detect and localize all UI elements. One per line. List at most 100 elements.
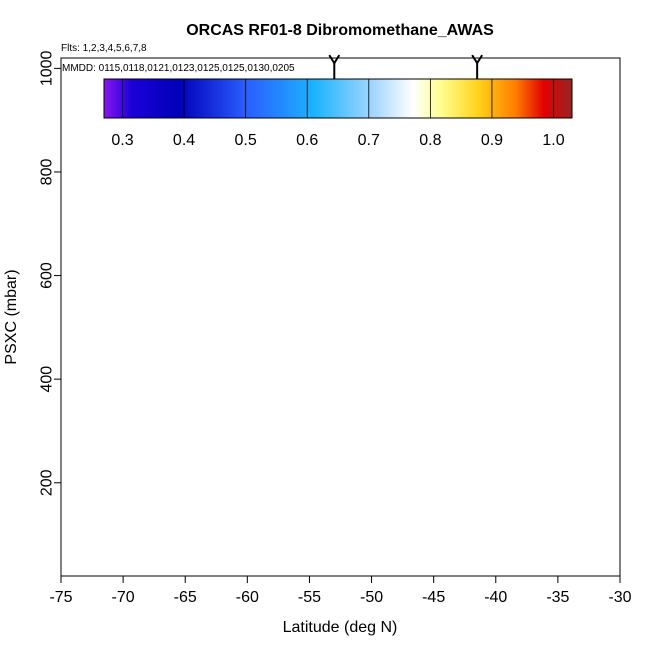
sample-point xyxy=(290,410,299,419)
sample-point xyxy=(402,341,411,351)
sample-point xyxy=(399,448,408,457)
sample-point xyxy=(407,334,416,343)
sample-point xyxy=(398,406,407,415)
x-tick-label: -70 xyxy=(112,589,135,606)
sample-point xyxy=(171,162,180,171)
sample-point xyxy=(174,161,184,170)
sample-point xyxy=(405,441,415,451)
sample-point xyxy=(169,246,179,255)
y-tick-label: 400 xyxy=(39,366,56,393)
sample-point xyxy=(405,217,415,226)
sample-point xyxy=(500,371,509,380)
sample-point xyxy=(371,489,380,498)
sample-point xyxy=(256,447,266,456)
sample-point xyxy=(201,228,210,238)
sample-point xyxy=(468,299,477,309)
x-tick-label: -55 xyxy=(298,589,321,606)
sample-point xyxy=(245,429,254,438)
sample-point xyxy=(397,294,406,303)
sample-point xyxy=(448,184,457,193)
sample-point xyxy=(384,257,394,267)
sample-point xyxy=(274,273,283,282)
sample-point xyxy=(476,392,485,401)
sample-point xyxy=(300,388,309,397)
sample-point xyxy=(550,489,559,498)
sample-point xyxy=(140,358,149,367)
sample-point xyxy=(210,302,220,311)
y-axis-label: PSXC (mbar) xyxy=(3,269,20,364)
sample-point xyxy=(194,197,203,207)
sample-point xyxy=(136,456,145,465)
sample-point xyxy=(306,406,315,415)
sample-point xyxy=(413,66,422,76)
sample-point xyxy=(372,136,381,145)
sample-point xyxy=(446,339,456,349)
sample-point xyxy=(381,225,390,234)
sample-point xyxy=(413,137,422,147)
sample-point xyxy=(258,306,267,315)
sample-point xyxy=(381,264,390,273)
sample-point xyxy=(291,382,300,392)
colorbar xyxy=(103,78,573,119)
sample-point xyxy=(291,70,300,79)
sample-point xyxy=(169,277,179,286)
sample-point xyxy=(269,215,278,224)
sample-point xyxy=(179,162,189,171)
sample-point xyxy=(350,141,359,150)
sample-point xyxy=(358,256,367,265)
sample-point xyxy=(147,427,156,436)
sample-point xyxy=(393,471,402,480)
sample-point xyxy=(286,384,295,394)
sample-point xyxy=(278,182,287,191)
sample-point xyxy=(432,338,441,347)
y-tick-label: 1000 xyxy=(39,50,56,86)
sample-point xyxy=(440,289,449,298)
sample-point xyxy=(399,409,408,418)
sample-point xyxy=(253,386,262,395)
sample-point xyxy=(89,84,98,93)
sample-point xyxy=(123,183,133,192)
sample-point xyxy=(184,268,194,277)
sample-point xyxy=(485,125,494,134)
colorbar-tick-label: 0.3 xyxy=(111,132,133,149)
sample-point xyxy=(287,343,297,352)
sample-point xyxy=(556,287,565,296)
sample-point xyxy=(317,371,326,380)
sample-point xyxy=(253,488,262,497)
sample-point xyxy=(360,341,369,350)
sample-point xyxy=(362,487,371,497)
sample-point xyxy=(238,306,247,315)
sample-point xyxy=(158,356,167,365)
sample-point xyxy=(326,457,335,467)
sample-point xyxy=(309,387,318,396)
sample-point xyxy=(388,384,397,393)
sample-points xyxy=(89,62,581,499)
sample-point xyxy=(458,343,467,353)
sample-point xyxy=(312,292,321,301)
x-axis: -75 -70 -65 -60 -55 -50 -45 -40 -35 -30 xyxy=(49,575,632,606)
sample-point xyxy=(177,453,186,462)
sample-point xyxy=(299,268,308,277)
sample-point xyxy=(243,182,252,191)
sample-point xyxy=(147,167,156,176)
sample-point xyxy=(340,218,349,227)
sample-point xyxy=(189,166,199,175)
sample-point xyxy=(222,254,231,263)
sample-point xyxy=(540,212,549,221)
x-tick-label: -40 xyxy=(484,589,507,606)
sample-point xyxy=(373,285,382,295)
sample-point xyxy=(133,427,143,436)
sample-point xyxy=(235,384,244,393)
sample-point xyxy=(414,285,423,295)
sample-point xyxy=(150,185,159,194)
sample-point xyxy=(325,443,334,453)
sample-point xyxy=(275,383,284,392)
sample-point xyxy=(391,481,400,490)
sample-point xyxy=(233,341,242,350)
sample-point xyxy=(256,265,266,274)
x-tick-label: -50 xyxy=(360,589,383,606)
colorbar-tick-label: 1.0 xyxy=(542,132,564,149)
sample-point xyxy=(224,174,233,183)
sample-point xyxy=(376,375,385,384)
sample-point xyxy=(528,388,538,397)
